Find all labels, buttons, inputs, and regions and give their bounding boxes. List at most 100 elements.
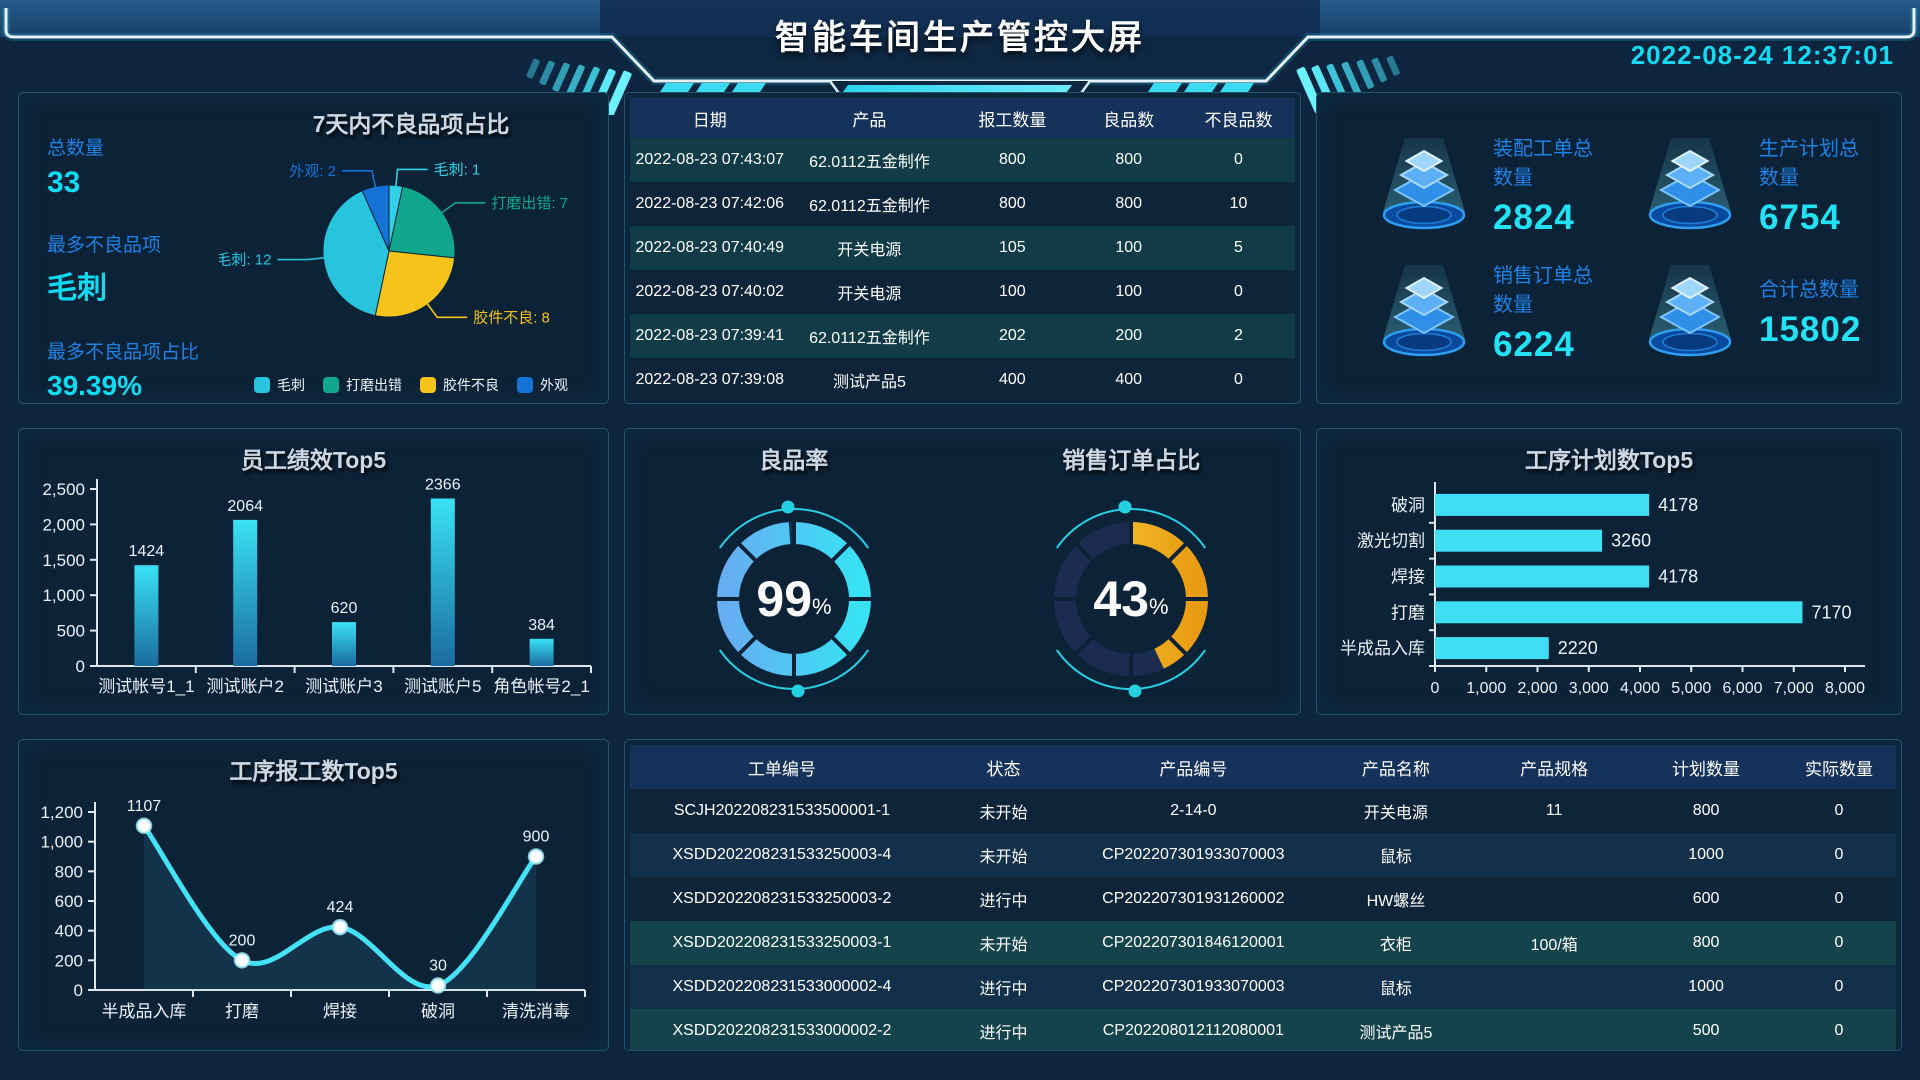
card-value: 6754 bbox=[1759, 197, 1841, 237]
svg-text:测试账户2: 测试账户2 bbox=[206, 677, 283, 696]
table-row: 2022-08-23 07:39:41 62.0112五金制作 202 200 2 bbox=[630, 314, 1295, 358]
summary-card: 合计总数量 15802 bbox=[1609, 248, 1875, 375]
pie-legend: 毛刺 打磨出错 胶件不良 外观 bbox=[219, 375, 603, 395]
table-row: 2022-08-23 07:40:49 开关电源 105 100 5 bbox=[630, 226, 1295, 270]
data-table: 日期 产品 报工数量 良品数 不良品数 2022-08-23 07:43:07 62.011… bbox=[630, 98, 1295, 402]
legend-label: 毛刺 bbox=[277, 377, 305, 393]
table-cell: 开关电源 bbox=[1363, 805, 1428, 822]
table-cell: XSDD202208231533000002-4 bbox=[672, 978, 892, 995]
svg-text:3260: 3260 bbox=[1611, 531, 1651, 551]
legend-label: 外观 bbox=[540, 377, 568, 393]
svg-text:打磨出错: 7: 打磨出错: 7 bbox=[491, 195, 568, 212]
svg-text:1,000: 1,000 bbox=[1466, 680, 1506, 697]
table-cell: 5 bbox=[1234, 239, 1243, 256]
pie-plot-area: 毛刺: 1 打磨出错: 7 胶件不良: 8 毛刺: 12 外观: 2 bbox=[216, 129, 603, 403]
defect-stat-value: 33 bbox=[47, 166, 81, 199]
legend-item[interactable]: 外观 bbox=[517, 375, 568, 395]
svg-text:900: 900 bbox=[523, 829, 550, 846]
table-cell: XSDD202208231533000002-2 bbox=[672, 1022, 892, 1039]
card-value: 15802 bbox=[1759, 310, 1862, 349]
work-report-table-panel: 日期 产品 报工数量 良品数 不良品数 2022-08-23 07:43:07 62.011… bbox=[624, 92, 1301, 404]
table-cell: 200 bbox=[1115, 327, 1143, 344]
table-cell: 800 bbox=[1115, 195, 1143, 212]
table-cell: 0 bbox=[1234, 151, 1243, 168]
table-cell: 鼠标 bbox=[1379, 981, 1412, 998]
table-cell: CP202208012112080001 bbox=[1102, 1022, 1284, 1039]
table-cell: 测试产品5 bbox=[1359, 1025, 1433, 1042]
defect-stats: 总数量 33 最多不良品项 毛刺最多不良品项占比 39.39% bbox=[47, 133, 237, 402]
svg-text:200: 200 bbox=[229, 932, 256, 949]
column-header: 工单编号 bbox=[630, 745, 934, 789]
table-cell: HW螺丝 bbox=[1366, 893, 1426, 910]
column-header: 产品 bbox=[789, 98, 950, 138]
defect-stat-value: 39.39% bbox=[47, 370, 142, 401]
sales-gauge-chart: 43% bbox=[1009, 475, 1253, 714]
svg-text:200: 200 bbox=[55, 951, 83, 970]
column-header: 计划数量 bbox=[1630, 745, 1782, 789]
gauges-panel: 良品率 99% 销售订单占比 43% bbox=[624, 428, 1301, 715]
legend-label: 胶件不良 bbox=[443, 377, 499, 393]
summary-card: 装配工单总数量 2824 bbox=[1343, 121, 1609, 248]
employee-panel-title: 员工绩效Top5 bbox=[240, 447, 387, 473]
svg-text:破洞: 破洞 bbox=[421, 1002, 455, 1021]
svg-text:1,000: 1,000 bbox=[40, 833, 83, 852]
table-row: XSDD202208231533250003-2 进行中 CP20220730193… bbox=[630, 877, 1896, 921]
table-cell: 2 bbox=[1234, 327, 1243, 344]
defect-stat: 最多不良品项占比 39.39% bbox=[47, 337, 237, 402]
svg-text:毛刺: 12: 毛刺: 12 bbox=[219, 252, 271, 269]
table-cell bbox=[1478, 1009, 1630, 1050]
data-table: 工单编号 状态 产品编号 产品名称 产品规格 计划数量 实际数量 SCJH2022082315… bbox=[630, 745, 1896, 1050]
card-value: 2824 bbox=[1493, 197, 1575, 237]
svg-text:2,500: 2,500 bbox=[42, 480, 85, 499]
table-cell: 进行中 bbox=[979, 1025, 1028, 1042]
svg-text:打磨: 打磨 bbox=[1391, 603, 1425, 622]
svg-text:破洞: 破洞 bbox=[1391, 496, 1425, 515]
card-value: 6224 bbox=[1493, 324, 1575, 364]
table-cell: 未开始 bbox=[979, 849, 1028, 866]
gauges-row: 良品率 99% 销售订单占比 43% bbox=[625, 429, 1300, 714]
table-cell: 开关电源 bbox=[837, 286, 902, 303]
legend-item[interactable]: 毛刺 bbox=[254, 375, 305, 395]
svg-text:1,200: 1,200 bbox=[40, 803, 83, 822]
summary-cards: 装配工单总数量 2824 生产计划总数量 6754 销售订单总数量 6224 合计总数量 15… bbox=[1317, 93, 1901, 403]
legend-item[interactable]: 胶件不良 bbox=[420, 375, 499, 395]
svg-text:30: 30 bbox=[429, 958, 447, 975]
table-cell: CP202207301931260002 bbox=[1102, 890, 1285, 907]
svg-text:6,000: 6,000 bbox=[1722, 680, 1762, 697]
column-header: 产品编号 bbox=[1073, 745, 1314, 789]
defect-stat-label: 最多不良品项占比 bbox=[47, 342, 200, 363]
table-cell: 400 bbox=[1115, 371, 1143, 388]
svg-text:0: 0 bbox=[1431, 680, 1440, 697]
table-header-row: 工单编号 状态 产品编号 产品名称 产品规格 计划数量 实际数量 bbox=[630, 745, 1896, 789]
datetime-display: 2022-08-24 12:37:01 bbox=[1630, 40, 1894, 70]
svg-text:角色帐号2_1: 角色帐号2_1 bbox=[493, 677, 589, 696]
column-header: 产品规格 bbox=[1478, 745, 1631, 789]
table-cell: 600 bbox=[1692, 890, 1720, 907]
legend-swatch bbox=[517, 377, 533, 393]
svg-text:激光切割: 激光切割 bbox=[1357, 532, 1425, 551]
work-order-table: 工单编号 状态 产品编号 产品名称 产品规格 计划数量 实际数量 SCJH2022082315… bbox=[625, 745, 1901, 1050]
legend-swatch bbox=[254, 377, 270, 393]
svg-text:600: 600 bbox=[55, 892, 83, 911]
defect-stat-label: 总数量 bbox=[47, 138, 105, 159]
table-cell: 105 bbox=[999, 239, 1026, 256]
defect-stat: 最多不良品项 毛刺 bbox=[47, 230, 237, 307]
svg-text:99%: 99% bbox=[756, 571, 831, 627]
table-cell: 800 bbox=[1692, 934, 1720, 951]
legend-item[interactable]: 打磨出错 bbox=[323, 375, 402, 395]
page-title: 智能车间生产管控大屏 bbox=[775, 19, 1145, 57]
yield-gauge-box: 良品率 99% bbox=[625, 429, 963, 714]
table-row: 2022-08-23 07:42:06 62.0112五金制作 800 800 10 bbox=[630, 182, 1295, 226]
table-cell: 2022-08-23 07:42:06 bbox=[635, 195, 785, 212]
sales-gauge-title: 销售订单占比 bbox=[1062, 447, 1201, 473]
table-row: XSDD202208231533250003-4 未开始 CP20220730193… bbox=[630, 833, 1896, 877]
process-plan-title: 工序计划数Top5 bbox=[1524, 447, 1694, 473]
process-report-line-chart: 0 200 400 600 800 1,000 1,200 1107 半成品入库 200 打磨 424… bbox=[19, 740, 608, 1050]
svg-text:4178: 4178 bbox=[1658, 567, 1698, 587]
svg-text:1,000: 1,000 bbox=[42, 586, 85, 605]
legend-label: 打磨出错 bbox=[346, 377, 402, 393]
work-report-table: 日期 产品 报工数量 良品数 不良品数 2022-08-23 07:43:07 62.011… bbox=[625, 98, 1300, 402]
card-label: 销售订单总数量 bbox=[1493, 264, 1593, 316]
svg-text:2220: 2220 bbox=[1558, 638, 1598, 658]
svg-text:384: 384 bbox=[528, 617, 555, 634]
